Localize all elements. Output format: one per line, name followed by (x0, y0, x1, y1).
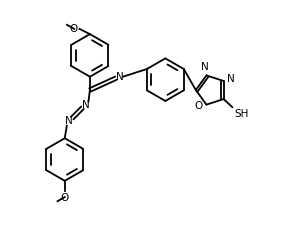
Text: N: N (65, 116, 73, 126)
Text: N: N (82, 100, 89, 110)
Text: O: O (61, 193, 69, 203)
Text: N: N (201, 62, 209, 72)
Text: N: N (116, 72, 123, 82)
Text: N: N (227, 74, 235, 84)
Text: SH: SH (234, 109, 248, 119)
Text: O: O (70, 24, 78, 34)
Text: O: O (195, 101, 203, 111)
